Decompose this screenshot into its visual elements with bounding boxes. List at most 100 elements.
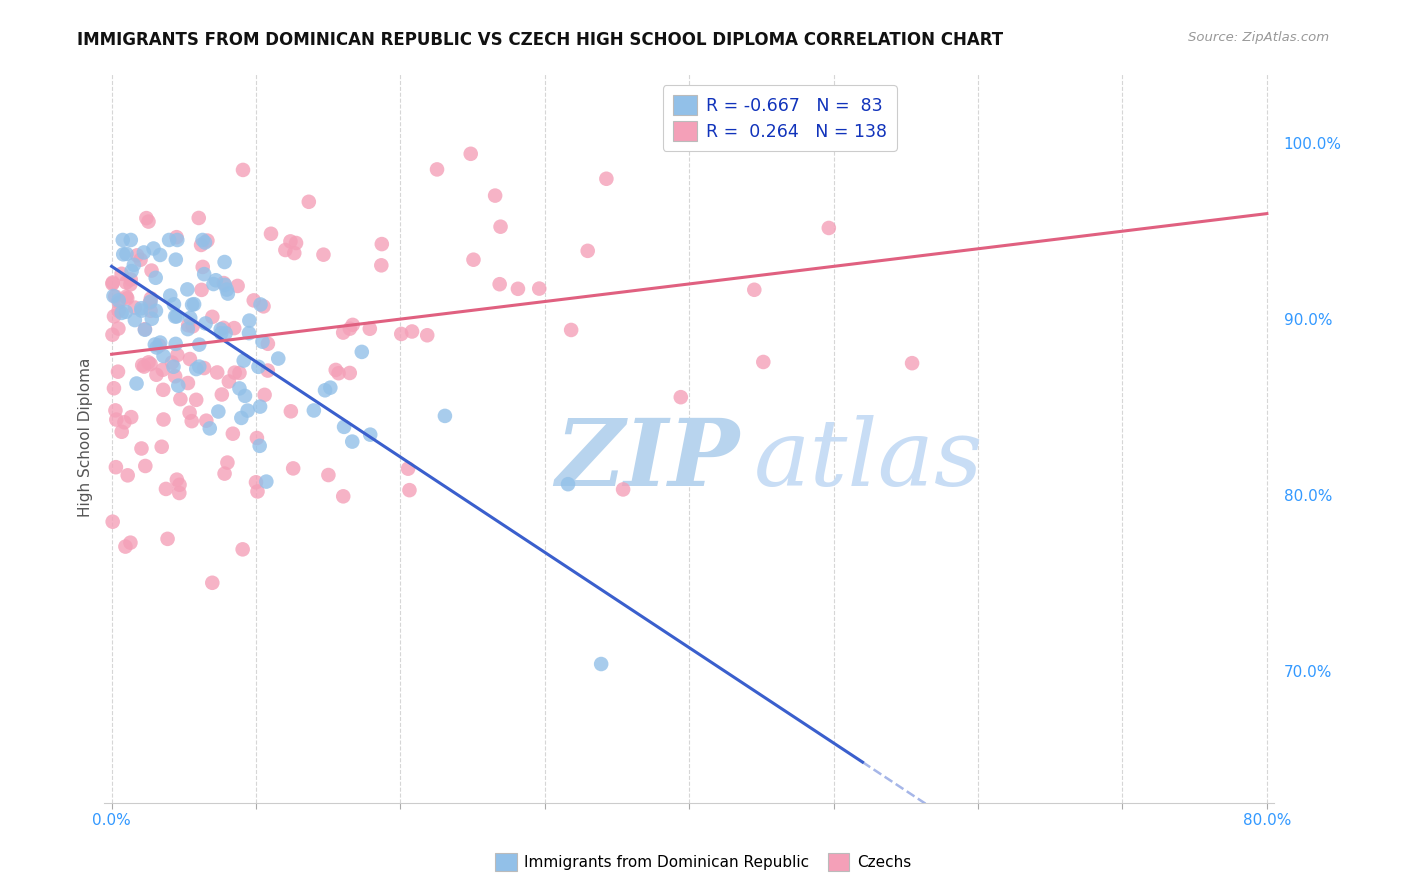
Point [108, 295, 131, 310]
Point [125, 376, 148, 391]
Point [167, 378, 190, 392]
Point [359, 322, 381, 336]
Point [218, 375, 240, 389]
Point [188, 359, 211, 374]
Point [152, 349, 174, 363]
Point [191, 233, 214, 247]
Point [267, 351, 290, 366]
Point [179, 352, 201, 367]
Point [232, 163, 254, 178]
Point [201, 575, 224, 590]
Point [253, 388, 276, 402]
Point [176, 282, 198, 296]
Point [111, 233, 134, 247]
Point [595, 171, 617, 186]
Point [433, 409, 456, 423]
Point [370, 258, 392, 272]
Point [190, 283, 212, 297]
Point [121, 264, 143, 278]
Point [127, 248, 149, 262]
Point [115, 290, 138, 304]
Point [489, 219, 512, 234]
Point [245, 475, 267, 490]
Point [148, 338, 170, 352]
Point [101, 277, 124, 291]
Point [215, 283, 238, 297]
Point [124, 313, 146, 327]
Point [198, 421, 221, 435]
Point [138, 214, 160, 228]
Point [416, 328, 439, 343]
Point [139, 292, 162, 306]
Point [139, 357, 162, 371]
Point [101, 327, 124, 342]
Point [107, 303, 129, 318]
Point [252, 334, 274, 349]
Point [165, 337, 187, 351]
Point [342, 434, 364, 449]
Point [238, 326, 260, 340]
Point [134, 458, 156, 473]
Point [122, 258, 145, 272]
Point [115, 247, 138, 261]
Point [183, 297, 205, 311]
Point [101, 515, 124, 529]
Text: ZIP: ZIP [555, 415, 740, 505]
Point [214, 326, 236, 341]
Point [177, 318, 200, 333]
Point [280, 235, 302, 249]
Point [242, 293, 264, 308]
Point [101, 276, 124, 290]
Point [181, 298, 204, 312]
Point [231, 411, 253, 425]
Point [332, 326, 354, 340]
Point [325, 363, 347, 377]
Point [194, 317, 217, 331]
Point [155, 482, 177, 496]
Point [212, 321, 235, 335]
Point [401, 325, 423, 339]
Legend: Immigrants from Dominican Republic, Czechs: Immigrants from Dominican Republic, Czec… [489, 847, 917, 877]
Point [212, 276, 235, 290]
Point [742, 283, 765, 297]
Point [132, 245, 155, 260]
Point [139, 294, 162, 309]
Point [226, 279, 249, 293]
Point [333, 420, 356, 434]
Point [124, 301, 146, 315]
Point [222, 426, 245, 441]
Point [274, 243, 297, 257]
Point [117, 468, 139, 483]
Point [152, 412, 174, 426]
Point [246, 431, 269, 445]
Point [156, 532, 179, 546]
Point [194, 235, 217, 250]
Point [131, 442, 153, 456]
Point [280, 404, 302, 418]
Point [104, 403, 127, 417]
Point [120, 233, 142, 247]
Point [179, 406, 201, 420]
Point [283, 461, 305, 475]
Point [139, 295, 162, 310]
Point [214, 255, 236, 269]
Point [249, 297, 271, 311]
Point [166, 348, 188, 362]
Point [131, 358, 153, 372]
Point [332, 489, 354, 503]
Point [426, 162, 449, 177]
Point [103, 310, 125, 324]
Y-axis label: High School Diploma: High School Diploma [79, 358, 93, 517]
Point [112, 415, 135, 429]
Point [114, 540, 136, 554]
Point [160, 355, 183, 369]
Point [191, 260, 214, 274]
Point [142, 242, 165, 256]
Point [105, 412, 128, 426]
Point [612, 483, 634, 497]
Point [232, 542, 254, 557]
Point [214, 277, 236, 292]
Point [339, 366, 361, 380]
Point [177, 376, 200, 390]
Point [129, 252, 152, 267]
